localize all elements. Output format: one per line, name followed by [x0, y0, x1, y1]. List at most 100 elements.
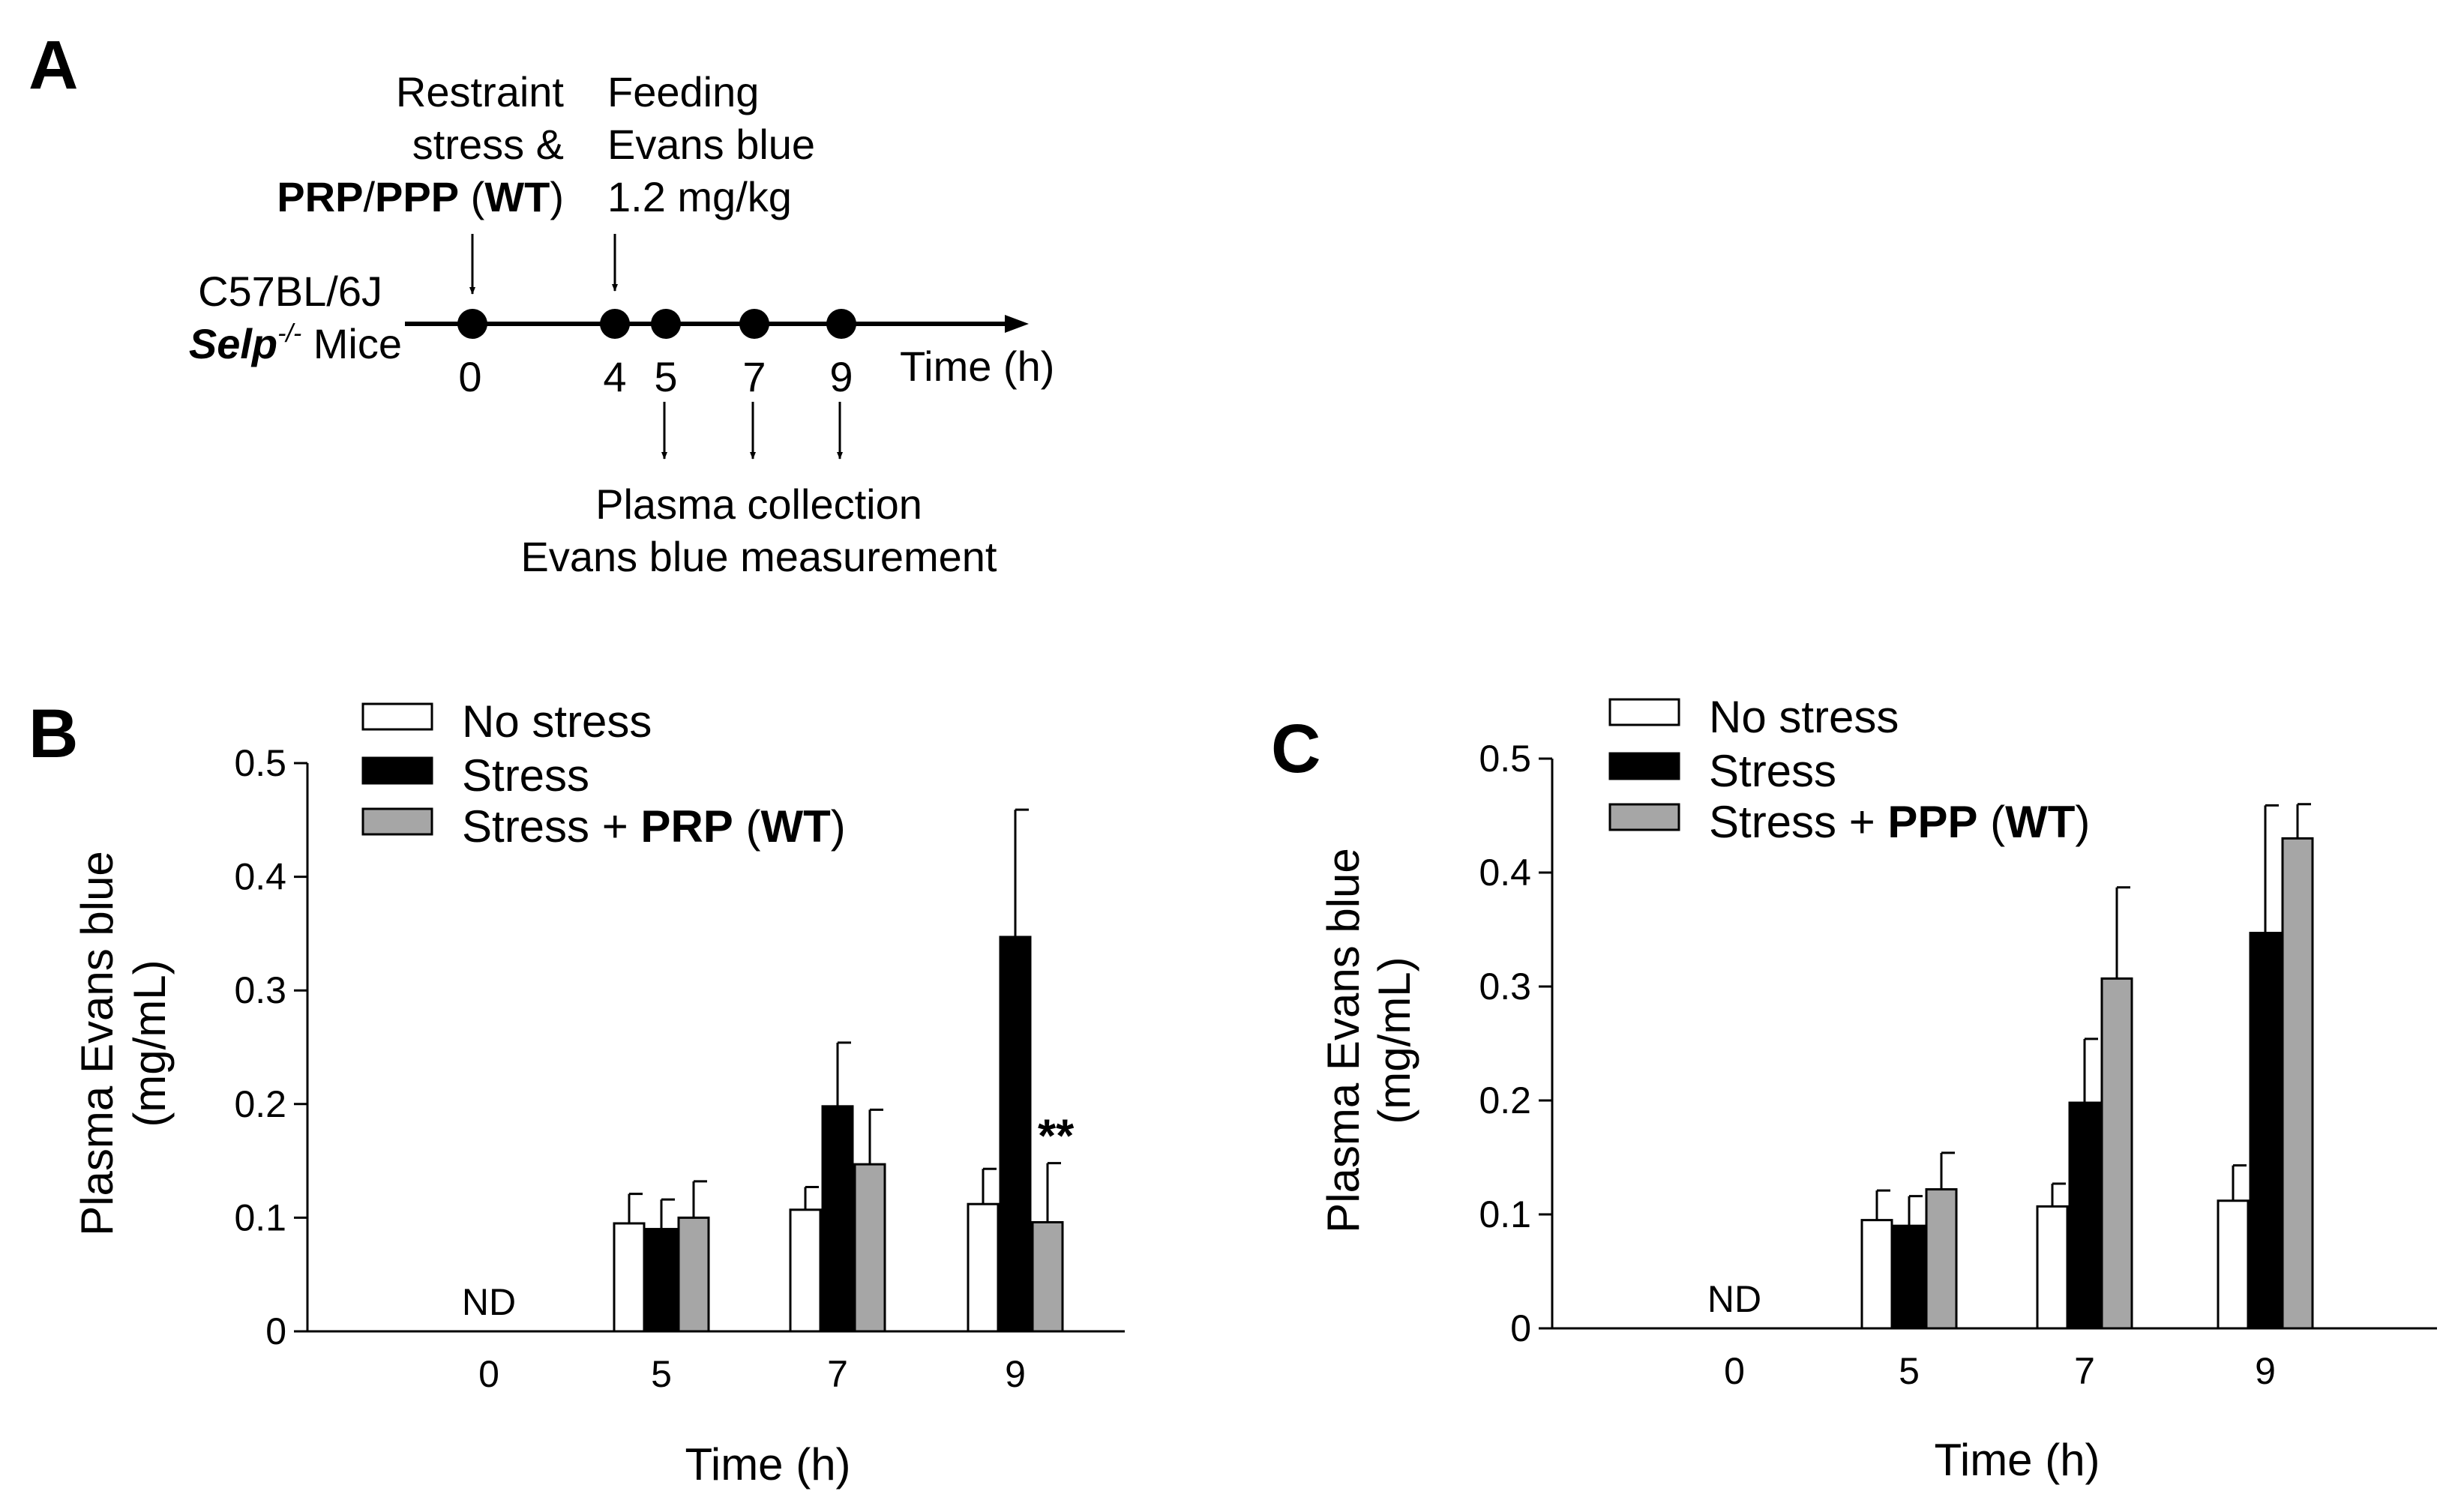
selp-label: Selp — [189, 320, 277, 367]
panel-letter-c: C — [1271, 711, 1320, 787]
bar-b-s0-t5 — [613, 1222, 646, 1333]
y-axis-title-line2: (mg/mL) — [124, 960, 175, 1127]
bar-b-s1-t7 — [821, 1105, 854, 1333]
bar-c-s0-t9 — [2217, 1199, 2250, 1330]
genotype-label: Selp-/- Mice — [189, 319, 402, 367]
y-tick-label-1: 0.1 — [1479, 1193, 1531, 1235]
annotation-nd-b: ND — [462, 1281, 516, 1323]
legend-label-c-1: Stress — [1709, 746, 1836, 796]
y-tick-label-5: 0.5 — [234, 742, 286, 784]
legend-label-c-2: Stress + PPP (WT) — [1709, 797, 2090, 847]
annotation-significance-b: ** — [1038, 1110, 1075, 1162]
bar-c-s1-t5 — [1893, 1224, 1926, 1330]
chart-c: 0 0.1 0.2 0.3 0.4 0.5 0 5 7 9 ND No stressStressStr… — [1318, 692, 2437, 1485]
y-axis-title-line1: Plasma Evans blue — [72, 851, 122, 1236]
time-tick-7: 7 — [742, 353, 766, 400]
legend-swatch-c-1 — [1608, 752, 1680, 780]
legend-prefix: Stress + — [462, 801, 640, 852]
time-dot-9 — [826, 309, 856, 339]
slash-label: / — [363, 173, 375, 220]
bar-c-s0-t7 — [2036, 1205, 2069, 1330]
mice-label: Mice — [301, 320, 402, 367]
x-tick-label-7: 7 — [2074, 1350, 2095, 1392]
y-tick-label-0: 0 — [265, 1310, 286, 1352]
time-tick-9: 9 — [829, 353, 853, 400]
bar-b-s1-t9 — [999, 936, 1032, 1333]
legend-swatch-c-0 — [1608, 698, 1680, 726]
legend-paren-open: ( — [733, 801, 761, 852]
collection-label-line2: Evans blue measurement — [520, 533, 997, 580]
legend-bold-treatment: PRP — [640, 801, 733, 852]
legend-swatch-b-2 — [361, 807, 433, 836]
legend-paren-close: ) — [831, 801, 846, 852]
legend-wt: WT — [760, 801, 830, 852]
bar-c-s0-t5 — [1860, 1219, 1893, 1330]
feeding-label-line1: Feeding — [607, 68, 759, 115]
time-tick-0: 0 — [458, 353, 481, 400]
x-axis-title: Time (h) — [1934, 1435, 2100, 1485]
time-dot-5 — [651, 309, 681, 339]
feeding-label-line3: 1.2 mg/kg — [607, 173, 792, 220]
bar-c-s2-t5 — [1925, 1188, 1958, 1330]
x-tick-label-0: 0 — [1724, 1350, 1745, 1392]
panel-letter-b: B — [28, 696, 78, 772]
bar-c-s2-t9 — [2281, 837, 2314, 1330]
legend-label-b-1: Stress — [462, 750, 589, 801]
wt-label: WT — [484, 173, 550, 220]
paren-close: ) — [550, 173, 564, 220]
x-tick-label-5: 5 — [651, 1353, 672, 1395]
bar-c-s1-t9 — [2249, 932, 2282, 1330]
x-axis-title: Time (h) — [685, 1439, 850, 1490]
x-tick-label-7: 7 — [827, 1353, 848, 1395]
timeline-time-label: Time (h) — [900, 343, 1054, 390]
legend-label-b-0: No stress — [462, 696, 652, 747]
legend-prefix: Stress + — [1709, 797, 1887, 847]
y-tick-label-5: 0.5 — [1479, 738, 1531, 780]
y-tick-label-2: 0.2 — [1479, 1079, 1531, 1121]
y-tick-label-4: 0.4 — [1479, 852, 1531, 894]
time-dot-4 — [600, 309, 630, 339]
paren-open: ( — [459, 173, 485, 220]
time-dot-7 — [739, 309, 769, 339]
restraint-label-line3: PRP/PPP (WT) — [277, 173, 564, 220]
y-tick-label-4: 0.4 — [234, 856, 286, 898]
x-tick-label-5: 5 — [1899, 1350, 1920, 1392]
bar-b-s0-t9 — [967, 1202, 1000, 1333]
time-tick-5: 5 — [654, 353, 677, 400]
y-tick-label-3: 0.3 — [234, 969, 286, 1011]
bar-c-s2-t7 — [2100, 977, 2133, 1330]
legend-paren-open: ( — [1977, 797, 2005, 847]
legend-bold-treatment: PPP — [1887, 797, 1977, 847]
x-tick-label-9: 9 — [2255, 1350, 2276, 1392]
y-tick-label-3: 0.3 — [1479, 966, 1531, 1008]
y-tick-label-2: 0.2 — [234, 1083, 286, 1125]
bar-b-s2-t9 — [1031, 1220, 1064, 1333]
x-tick-label-0: 0 — [478, 1353, 499, 1395]
strain-label: C57BL/6J — [198, 268, 382, 315]
legend-swatch-c-2 — [1608, 803, 1680, 831]
timeline-arrowhead — [1005, 315, 1029, 333]
y-axis-title-line1: Plasma Evans blue — [1318, 848, 1368, 1233]
panel-a: A Restraint stress & PRP/PPP (WT) Feedin… — [28, 27, 1054, 580]
bar-b-s1-t5 — [645, 1228, 678, 1333]
y-axis-title-line2: (mg/mL) — [1369, 957, 1419, 1124]
restraint-label-line2: stress & — [412, 121, 564, 168]
y-tick-label-1: 0.1 — [234, 1196, 286, 1238]
collection-label-line1: Plasma collection — [595, 481, 922, 528]
legend-swatch-b-1 — [361, 756, 433, 785]
time-tick-4: 4 — [603, 353, 626, 400]
panel-b: B 00.10.20.30.40.50 5 7 9ND**No stressStres… — [28, 696, 1125, 1490]
ppp-label: PPP — [375, 173, 459, 220]
bar-c-s1-t7 — [2068, 1101, 2101, 1330]
panel-letter-a: A — [28, 27, 78, 103]
bar-b-s0-t7 — [789, 1208, 822, 1333]
legend-paren-close: ) — [2075, 797, 2090, 847]
prp-label: PRP — [277, 173, 363, 220]
feeding-label-line2: Evans blue — [607, 121, 815, 168]
legend-label-c-0: No stress — [1709, 692, 1899, 742]
y-tick-label-0: 0 — [1510, 1307, 1531, 1349]
x-tick-label-9: 9 — [1005, 1353, 1026, 1395]
legend-swatch-b-0 — [361, 702, 433, 731]
legend-wt: WT — [2005, 797, 2075, 847]
